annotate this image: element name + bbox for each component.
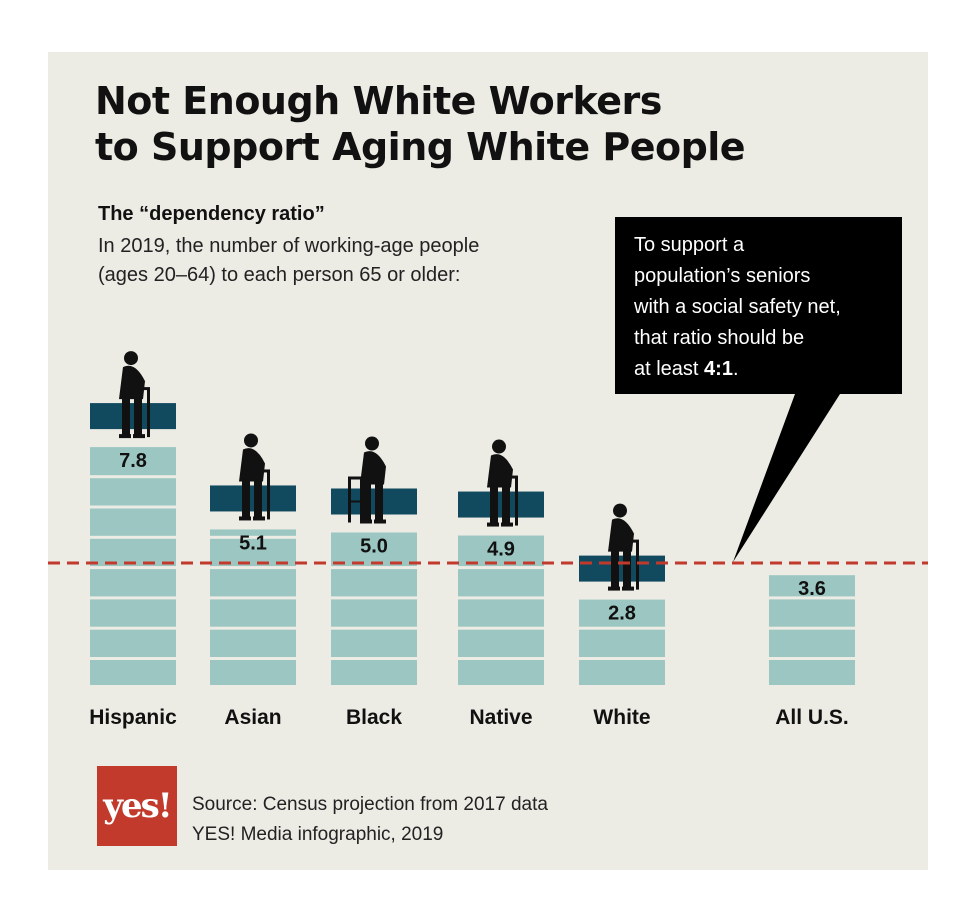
value-label: 3.6 <box>798 578 826 600</box>
bar-divider <box>458 596 544 600</box>
callout-line-3: with a social safety net, <box>634 296 841 318</box>
bar-fill <box>90 447 176 685</box>
bar-divider <box>90 596 176 600</box>
infographic-title: Not Enough White Workers to Support Agin… <box>95 78 795 170</box>
bar-allus <box>769 575 855 685</box>
bar-divider <box>769 657 855 660</box>
elderly-woman-cane-icon <box>119 351 150 439</box>
elderly-man-cane-icon <box>239 433 270 521</box>
bar-cap <box>458 491 544 518</box>
value-label: 5.1 <box>239 532 267 554</box>
bar-hispanic <box>90 351 176 685</box>
bar-divider <box>90 535 176 539</box>
callout-ratio: 4:1 <box>704 358 733 380</box>
elderly-man-cane-icon <box>608 503 639 591</box>
bar-cap <box>210 485 296 512</box>
bar-fill <box>579 599 665 685</box>
description-line-1: In 2019, the number of working-age peopl… <box>98 235 480 257</box>
value-label: 4.9 <box>487 539 515 561</box>
value-label: 7.8 <box>119 450 147 472</box>
bar-native <box>458 439 544 685</box>
elderly-woman-walker-icon <box>348 436 386 524</box>
category-label: Black <box>346 706 402 729</box>
title-line-2: to Support Aging White People <box>95 125 746 169</box>
bar-fill <box>458 535 544 685</box>
bar-divider <box>579 657 665 660</box>
bars-layer <box>90 351 855 685</box>
category-label: All U.S. <box>775 706 849 729</box>
bar-divider <box>210 535 296 539</box>
bar-divider <box>331 626 417 630</box>
bar-divider <box>458 657 544 660</box>
callout-bubble <box>615 217 902 562</box>
bar-fill <box>769 575 855 685</box>
source-line-1: Source: Census projection from 2017 data <box>192 794 548 815</box>
chart-subtitle: The “dependency ratio” <box>98 203 325 225</box>
bar-asian <box>210 433 296 685</box>
bar-divider <box>458 566 544 570</box>
source-line-2: YES! Media infographic, 2019 <box>192 824 444 845</box>
elderly-man-cane-icon <box>487 439 518 527</box>
bar-divider <box>458 626 544 630</box>
callout-line-4: that ratio should be <box>634 327 805 349</box>
value-label: 5.0 <box>360 536 388 558</box>
chart-description: In 2019, the number of working-age peopl… <box>98 232 598 290</box>
callout-line-2: population’s seniors <box>634 265 811 287</box>
bar-divider <box>90 566 176 570</box>
category-label: Asian <box>224 706 281 729</box>
bar-divider <box>769 626 855 630</box>
bar-divider <box>210 657 296 660</box>
callout-line-1: To support a <box>634 234 745 256</box>
bar-divider <box>331 596 417 600</box>
bar-divider <box>210 566 296 570</box>
bar-divider <box>331 657 417 660</box>
labels-layer: 7.8 Hispanic 5.1 Asian 5.0 Black 4.9 Native 2.8 W… <box>89 450 849 729</box>
bar-divider <box>90 505 176 509</box>
bar-divider <box>210 626 296 630</box>
bar-cap <box>90 403 176 430</box>
category-label: Native <box>469 706 532 729</box>
description-line-2: (ages 20–64) to each person 65 or older: <box>98 264 461 286</box>
bar-divider <box>210 596 296 600</box>
category-label: White <box>593 706 650 729</box>
source-note: Source: Census projection from 2017 data… <box>192 790 548 850</box>
bar-divider <box>579 626 665 630</box>
callout-text: To support a population’s seniors with a… <box>634 230 904 385</box>
bar-divider <box>90 475 176 479</box>
bar-black <box>331 436 417 685</box>
callout-line-5: at least 4:1. <box>634 354 904 385</box>
bar-divider <box>769 596 855 600</box>
bar-cap <box>579 555 665 582</box>
callout-suffix: . <box>732 358 739 380</box>
value-label: 2.8 <box>608 603 636 625</box>
yes-logo: yes! <box>97 766 177 846</box>
bar-divider <box>90 626 176 630</box>
bar-divider <box>331 566 417 570</box>
bar-cap <box>331 488 417 515</box>
bar-white <box>579 503 665 685</box>
category-label: Hispanic <box>89 706 177 729</box>
callout-prefix: at least <box>634 358 705 380</box>
bar-divider <box>90 657 176 660</box>
title-line-1: Not Enough White Workers <box>95 79 662 123</box>
